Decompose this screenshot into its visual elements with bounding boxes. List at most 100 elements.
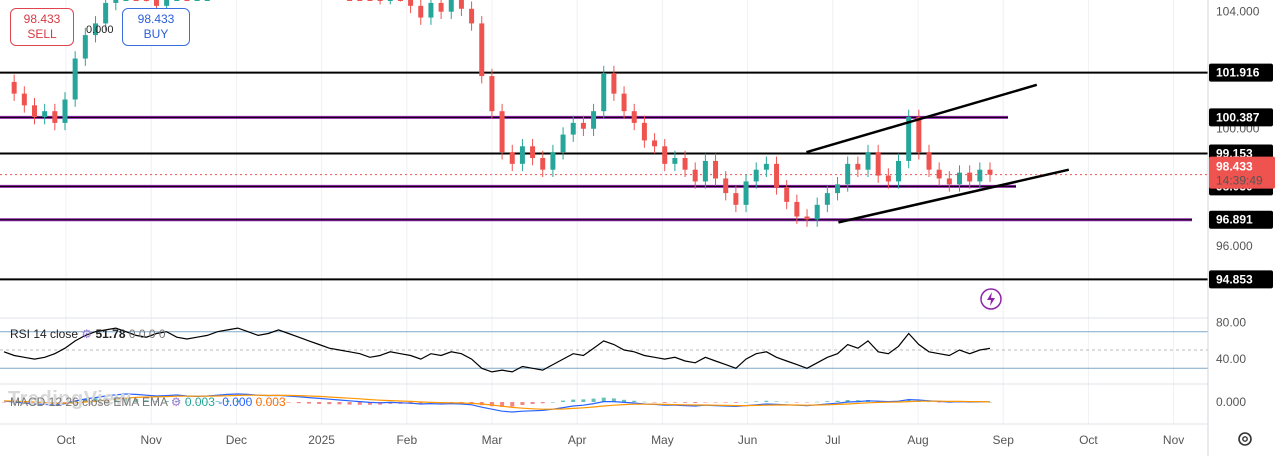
macd-histogram-bar [357,402,362,405]
time-tick-label: Oct [1079,433,1098,447]
macd-histogram-bar [337,402,342,405]
macd-histogram-bar [805,402,810,403]
candle-body [560,134,566,153]
candle-body [967,172,973,182]
buy-button[interactable]: 98.433 BUY [122,8,190,46]
candle-body [438,2,444,12]
time-tick-label: Oct [57,433,76,447]
macd-histogram-bar [347,402,352,405]
level-price-tag: 94.853 [1209,270,1273,289]
candle-body [621,93,627,112]
candle-body [835,184,841,194]
grid [65,0,1175,424]
macd-histogram-bar [174,400,179,402]
candle-body [489,76,495,112]
candle-body [428,2,434,18]
level-tag-bg [1209,210,1273,229]
price-tick-label: 104.000 [1216,5,1260,19]
time-tick-label: Mar [482,433,503,447]
candle-body [987,169,993,175]
candle-body [52,111,58,123]
tradingview-watermark: TradingView [8,388,131,410]
price-tick-label: 96.000 [1216,239,1253,253]
candle-body [774,163,780,188]
macd-histogram-bar [774,401,779,402]
candle-body [133,0,139,1]
macd-pane [0,383,1208,413]
time-tick-label: Jun [738,433,757,447]
channel-lower-line [838,168,1070,224]
candle-body [753,169,759,182]
macd-histogram-bar [205,401,210,403]
macd-histogram-bar [367,402,372,405]
macd-histogram-bar [32,402,37,404]
candle-body [519,146,525,164]
macd-histogram-bar [703,402,708,403]
candle-body [469,8,475,24]
macd-histogram-bar [123,397,128,402]
sell-button[interactable]: 98.433 SELL [10,8,74,46]
macd-histogram-bar [520,402,525,405]
time-tick-label: Sep [993,433,1015,447]
candle-body [164,0,170,6]
candle-body [550,152,556,170]
macd-histogram-bar [815,401,820,403]
rsi-label: RSI 14 close [10,327,79,341]
rsi-pane [0,317,1208,373]
lightning-icon[interactable] [980,288,1002,310]
candle-body [458,0,464,9]
trend-channel[interactable] [806,83,1070,224]
macd-histogram-bar [195,402,200,403]
candle-body [367,0,373,1]
macd-histogram-bar [581,399,586,402]
candle-body [916,117,922,153]
signal-line [3,394,991,410]
macd-histogram-bar [93,398,98,402]
candle-body [611,73,617,94]
candle-body [804,216,810,220]
macd-histogram-bar [591,398,596,402]
macd-histogram-bar [134,399,139,402]
macd-histogram-bar [164,401,169,402]
settings-icon[interactable]: ⚙ [81,327,93,341]
time-tick-label: Dec [226,433,247,447]
rsi-legend[interactable]: RSI 14 close ⚙ 51.78 0 0 0 0 [10,327,166,341]
time-tick-label: Aug [907,433,928,447]
macd-legend[interactable]: MACD 12 26 close EMA EMA ⚙ 0.003 -0.000 … [10,395,286,409]
candle-body [377,0,383,1]
time-axis[interactable]: Oct Nov Dec 2025 Feb Mar Apr May Jun Jul Aug Sep Oct… [0,423,1208,447]
macd-histogram-bar [296,402,301,404]
macd-histogram-bar [245,401,250,402]
candle-body [926,152,932,170]
time-tick-label: Jul [825,433,840,447]
settings-icon[interactable]: ⚙ [170,395,182,409]
candle-body [702,160,708,182]
macd-histogram-bar [510,402,515,407]
macd-histogram-bar [764,400,769,402]
gear-icon[interactable] [1236,430,1254,448]
time-tick-label: 2025 [308,433,335,447]
macd-histogram-bar [571,399,576,402]
candle-body [794,201,800,217]
macd-tick-label: 0.000 [1216,395,1246,409]
sell-price: 98.433 [23,12,61,26]
candle-body [957,172,963,185]
price-axis[interactable]: 104.000100.00098.00096.000101.916100.387… [1207,0,1275,456]
macd-histogram-bar [662,402,667,403]
macd-histogram-bar [744,402,749,403]
macd-histogram-bar [652,402,657,403]
current-price-bg [1209,156,1275,189]
level-tag-bg [1209,270,1273,289]
macd-histogram-bar [144,400,149,402]
macd-histogram-bar [672,402,677,403]
macd-histogram-bar [62,402,67,403]
time-tick-label: May [651,433,674,447]
macd-histogram-bar [317,402,322,404]
macd-label: MACD 12 26 close EMA EMA [10,395,168,409]
candle-body [11,81,17,94]
candle-body [347,0,353,1]
macd-histogram-bar [988,401,992,403]
level-price-tag: 96.891 [1209,210,1273,229]
